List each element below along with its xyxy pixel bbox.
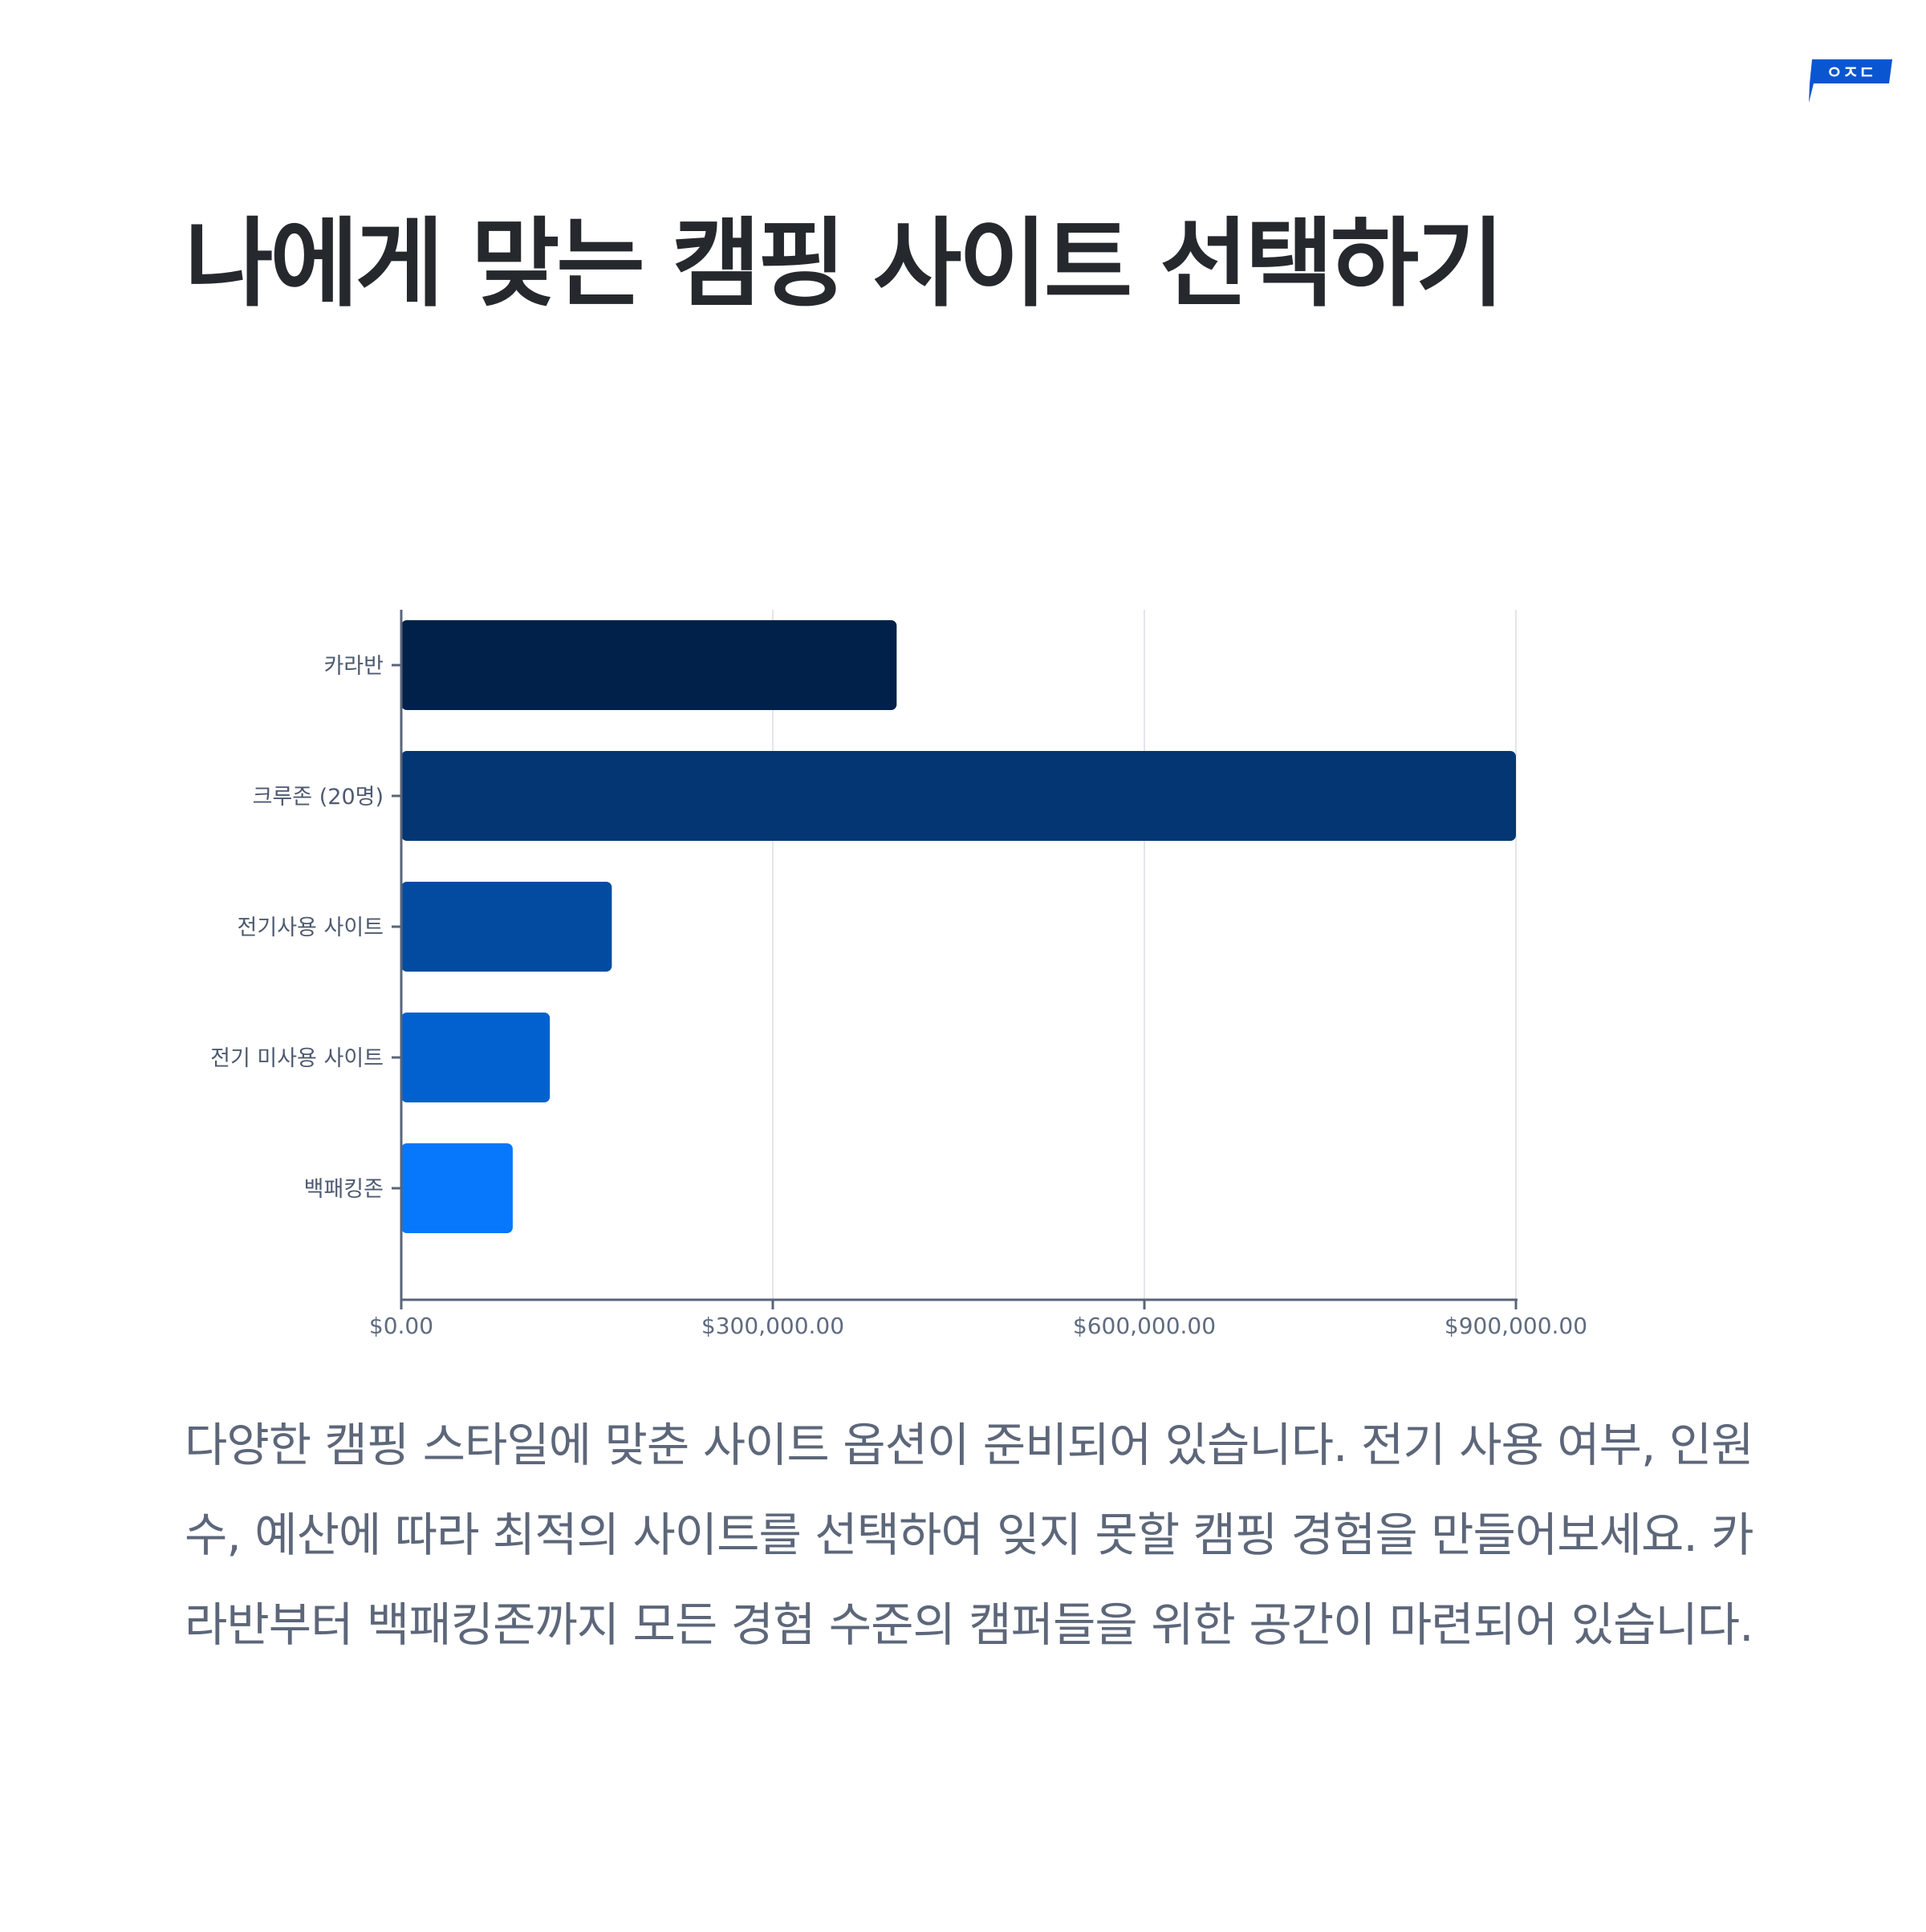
x-tick-label-3: $900,000.00 [1444,1313,1587,1339]
y-tick-label-4: 백패킹존 [304,1177,384,1202]
description-text: 다양한 캠핑 스타일에 맞춘 사이트 옵션이 준비되어 있습니다. 전기 사용 … [185,1418,1754,1652]
bar-2 [401,882,612,972]
y-tick-label-1: 크루존 (20명) [253,785,384,810]
chart-x-labels: $0.00 $300,000.00 $600,000.00 $900,000.00 [369,1313,1587,1339]
bar-3 [401,1013,551,1102]
y-tick-label-0: 카라반 [323,654,384,679]
bar-1 [401,751,1516,841]
bar-4 [401,1143,513,1233]
logo-text: ㅇㅈㄷ [1826,63,1875,83]
chart-bars [401,620,1516,1233]
x-tick-label-0: $0.00 [369,1313,433,1339]
x-tick-label-1: $300,000.00 [701,1313,844,1339]
chart-gridlines [772,610,1517,1300]
chart-axes [392,610,1518,1309]
logo-flag-shape [1809,59,1892,103]
y-tick-label-2: 전기사용 사이트 [238,915,384,940]
page-title: 나에게 맞는 캠핑 사이트 선택하기 [185,209,1505,320]
brand-logo: ㅇㅈㄷ [1809,59,1892,103]
bar-0 [401,620,897,710]
y-tick-label-3: 전기 미사용 사이트 [210,1046,384,1071]
x-tick-label-2: $600,000.00 [1073,1313,1216,1339]
